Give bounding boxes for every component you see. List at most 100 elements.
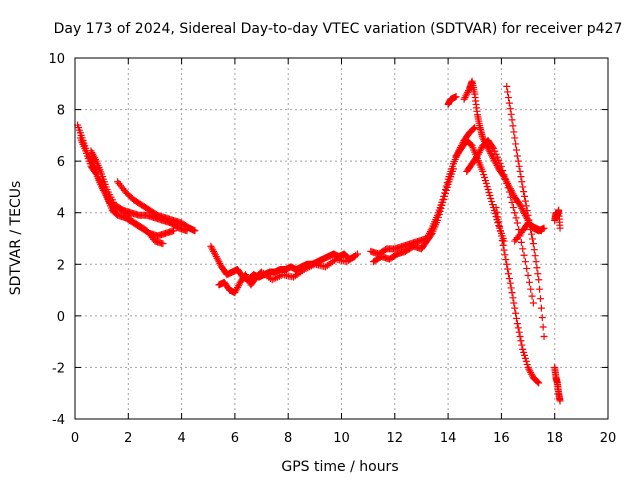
data-point (507, 193, 515, 201)
data-point (536, 295, 544, 303)
data-point (528, 235, 536, 243)
data-point (519, 183, 527, 191)
data-point (511, 209, 519, 217)
data-point (353, 250, 361, 258)
data-point (510, 299, 518, 307)
data-point (493, 208, 501, 216)
data-point (502, 256, 510, 264)
data-point (513, 320, 521, 328)
data-point (495, 218, 503, 226)
y-tick-label: 2 (57, 258, 65, 273)
data-point (508, 289, 516, 297)
axis-ticks: 0 2 4 6 8 10 12 14 16 18 20 -4 -2 0 2 4 6 8 10 (48, 52, 616, 446)
data-point (524, 271, 532, 279)
data-point (539, 323, 547, 331)
x-tick-label: 20 (600, 431, 617, 446)
data-point (504, 184, 512, 192)
data-point (512, 309, 520, 317)
data-point (525, 278, 533, 286)
data-point (483, 182, 491, 190)
data-point (505, 188, 513, 196)
data-point (441, 189, 449, 197)
series-track-l (463, 137, 537, 307)
data-point (498, 237, 506, 245)
data-point (492, 204, 500, 212)
y-tick-label: 0 (57, 310, 65, 325)
data-point (519, 245, 527, 253)
data-point (505, 94, 513, 102)
data-point (484, 186, 492, 194)
data-point (509, 122, 517, 130)
y-tick-label: 4 (57, 207, 65, 222)
data-point (441, 192, 449, 200)
data-point (514, 157, 522, 165)
data-point (440, 195, 448, 203)
data-point (535, 276, 543, 284)
data-point (520, 251, 528, 259)
data-point (494, 213, 502, 221)
data-point (433, 216, 441, 224)
data-point (505, 99, 513, 107)
data-point (523, 265, 531, 273)
data-point (535, 379, 543, 387)
x-axis-label: GPS time / hours (281, 459, 398, 475)
data-point (506, 105, 514, 113)
data-point (500, 246, 508, 254)
data-point (435, 210, 443, 218)
data-point (533, 264, 541, 272)
data-point (528, 230, 536, 238)
data-point (532, 258, 540, 266)
grid (75, 58, 608, 419)
data-point (481, 173, 489, 181)
data-point (515, 162, 523, 170)
data-point (437, 204, 445, 212)
data-point (496, 222, 504, 230)
data-point (503, 179, 511, 187)
x-tick-label: 6 (231, 431, 239, 446)
data-point (439, 198, 447, 206)
data-point (443, 183, 451, 191)
series-track-q (551, 363, 564, 405)
data-point (485, 189, 493, 197)
data-point (493, 153, 501, 161)
data-point (495, 156, 503, 164)
data-point (510, 128, 518, 136)
data-point (91, 155, 99, 163)
data-point (513, 219, 521, 227)
data-point (191, 227, 199, 235)
series-track-i (444, 93, 460, 108)
data-point (540, 224, 548, 232)
data-point (531, 252, 539, 260)
data-point (556, 224, 564, 232)
series-track-g (367, 124, 479, 258)
series-track-p (551, 206, 564, 232)
series-track-h (369, 165, 457, 266)
data-point (486, 192, 494, 200)
x-tick-label: 4 (177, 431, 185, 446)
data-point (512, 140, 520, 148)
data-point (465, 87, 473, 95)
data-point (499, 167, 507, 175)
data-point (505, 270, 513, 278)
x-tick-label: 2 (124, 431, 132, 446)
data-point (159, 240, 167, 248)
series-track-j (460, 77, 545, 235)
data-point (488, 198, 496, 206)
data-point (511, 134, 519, 142)
data-point (527, 285, 535, 293)
data-point (507, 110, 515, 118)
x-tick-label: 12 (387, 431, 404, 446)
data-point (508, 198, 516, 206)
data-point (522, 202, 530, 210)
data-point (434, 213, 442, 221)
data-point (470, 124, 478, 132)
data-point (524, 211, 532, 219)
data-point (482, 179, 490, 187)
data-point (508, 116, 516, 124)
data-point (449, 165, 457, 173)
series-track-o (511, 219, 548, 245)
x-tick-label: 14 (440, 431, 457, 446)
series-track-m (492, 204, 543, 387)
series-track-f (215, 250, 361, 297)
data-point (438, 201, 446, 209)
